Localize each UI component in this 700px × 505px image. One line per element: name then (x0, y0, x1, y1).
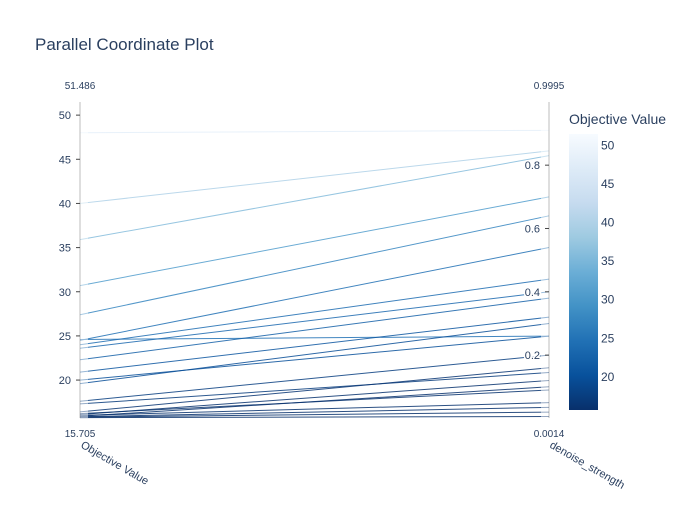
colorbar-gradient (569, 134, 598, 410)
colorbar-tick-label: 30 (601, 293, 615, 307)
data-line (79, 297, 550, 361)
data-line (79, 278, 550, 346)
colorbar: Objective Value 20 25 30 35 40 45 50 (569, 111, 666, 410)
lines-layer (79, 129, 550, 419)
data-line (79, 367, 550, 413)
data-line (79, 322, 550, 385)
data-line (79, 354, 550, 402)
data-line (79, 196, 550, 287)
data-line (79, 246, 550, 341)
tick-label: 0.4 (525, 287, 540, 299)
colorbar-tick-label: 40 (601, 216, 615, 230)
tick-label: 0.2 (525, 350, 540, 362)
tick-label: 0.8 (525, 160, 540, 172)
data-line (79, 215, 550, 316)
tick-label: 25 (59, 331, 71, 343)
data-line (79, 416, 550, 419)
data-line (79, 372, 550, 405)
data-line (79, 406, 550, 418)
axis-min-label: 0.0014 (534, 429, 565, 440)
tick-label: 30 (59, 287, 71, 299)
data-line (79, 402, 550, 416)
tick-label: 45 (59, 154, 71, 166)
axis-max-label: 51.486 (65, 81, 96, 92)
chart-title: Parallel Coordinate Plot (35, 35, 214, 54)
colorbar-tick-label: 25 (601, 331, 615, 345)
colorbar-tick-label: 45 (601, 177, 615, 191)
axis-band (541, 102, 557, 418)
data-line (79, 335, 550, 381)
data-line (79, 155, 550, 241)
tick-label: 0.6 (525, 223, 540, 235)
tick-label: 20 (59, 375, 71, 387)
data-line (79, 291, 550, 349)
axis-title: Objective Value (79, 439, 151, 488)
data-line (79, 150, 550, 204)
axis-max-label: 0.9995 (534, 81, 565, 92)
colorbar-tick-label: 35 (601, 254, 615, 268)
data-line (79, 379, 550, 416)
data-line (79, 335, 550, 340)
colorbar-tick-label: 50 (601, 138, 615, 152)
axis-title: denoise_strength (548, 439, 627, 492)
data-line (79, 411, 550, 418)
axis-min-label: 15.705 (65, 429, 96, 440)
tick-label: 40 (59, 198, 71, 210)
data-line (79, 386, 550, 417)
tick-label: 50 (59, 110, 71, 122)
axis-band (72, 102, 88, 418)
colorbar-tick-label: 20 (601, 370, 615, 384)
data-line (79, 316, 550, 373)
tick-label: 35 (59, 243, 71, 255)
data-line (79, 129, 550, 134)
colorbar-title: Objective Value (569, 111, 666, 127)
